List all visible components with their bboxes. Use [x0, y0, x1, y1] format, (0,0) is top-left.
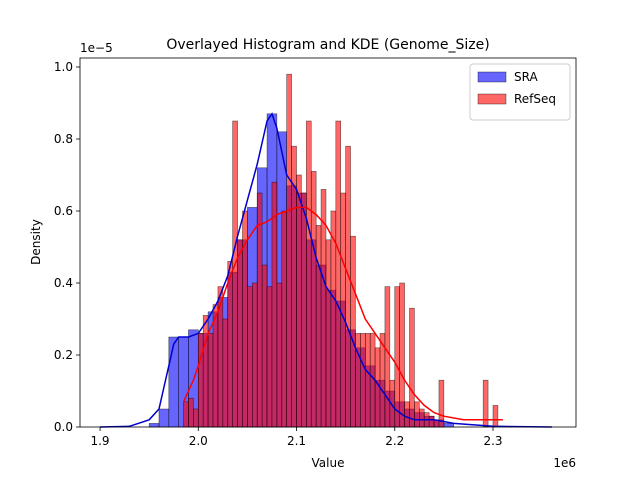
y-tick-label: 1.0	[54, 60, 73, 74]
kde-line	[182, 206, 503, 421]
x-tick-label: 2.0	[189, 434, 208, 448]
bar	[168, 336, 179, 428]
bar	[276, 282, 283, 428]
bar	[443, 423, 454, 428]
x-axis-label: Value	[312, 456, 345, 470]
bar	[271, 181, 278, 428]
bar	[222, 318, 229, 428]
legend-swatch	[477, 93, 507, 105]
bar	[296, 174, 302, 428]
bar	[492, 405, 499, 428]
bar	[438, 379, 445, 428]
bar	[399, 282, 405, 428]
bar	[232, 120, 238, 428]
bar	[148, 423, 160, 428]
x-tick-label: 2.3	[483, 434, 502, 448]
y-axis-label: Density	[29, 219, 43, 265]
bar	[252, 282, 258, 428]
bar	[202, 315, 209, 428]
bar	[183, 401, 189, 428]
y-tick-label: 0.2	[54, 348, 73, 362]
bar	[306, 120, 312, 428]
bar	[158, 408, 170, 428]
bar	[428, 415, 435, 428]
bar	[414, 401, 420, 428]
chart-title: Overlayed Histogram and KDE (Genome_Size…	[166, 37, 489, 53]
y-tick-label: 0.4	[54, 276, 73, 290]
axes-frame	[79, 57, 577, 428]
bar	[360, 333, 366, 428]
legend-label: RefSeq	[514, 92, 556, 106]
x-tick-label: 1.9	[90, 434, 109, 448]
bar	[315, 225, 322, 428]
bar	[256, 192, 263, 428]
y-tick-label: 0.6	[54, 204, 73, 218]
bar	[261, 264, 268, 428]
bar	[394, 286, 400, 428]
bar	[364, 333, 371, 428]
bar	[237, 239, 243, 428]
bar	[419, 408, 425, 428]
y-tick-label: 0.8	[54, 132, 73, 146]
bar	[286, 73, 292, 428]
bar	[266, 286, 273, 428]
bar	[212, 304, 219, 428]
bar	[193, 408, 199, 428]
bar	[350, 235, 356, 428]
bar	[384, 286, 391, 428]
bar	[345, 145, 351, 428]
bar	[355, 333, 361, 428]
x-offset-label: 1e6	[553, 456, 576, 470]
bar	[310, 171, 317, 428]
bar	[207, 333, 214, 428]
bar	[409, 307, 415, 428]
y-offset-label: 1e−5	[80, 41, 113, 55]
x-tick-label: 2.2	[385, 434, 404, 448]
x-tick-label: 2.1	[287, 434, 306, 448]
legend-label: SRA	[514, 70, 538, 84]
bar	[247, 286, 253, 428]
bar	[188, 397, 194, 428]
bar	[281, 210, 287, 428]
bar	[227, 261, 233, 428]
legend-swatch	[477, 71, 507, 83]
bar	[301, 192, 307, 428]
bar	[340, 192, 346, 428]
bar	[404, 401, 410, 428]
y-tick-label: 0.0	[54, 420, 73, 434]
kde-line	[100, 112, 552, 428]
bar	[325, 239, 332, 428]
bar	[197, 333, 204, 428]
bar	[335, 120, 342, 428]
